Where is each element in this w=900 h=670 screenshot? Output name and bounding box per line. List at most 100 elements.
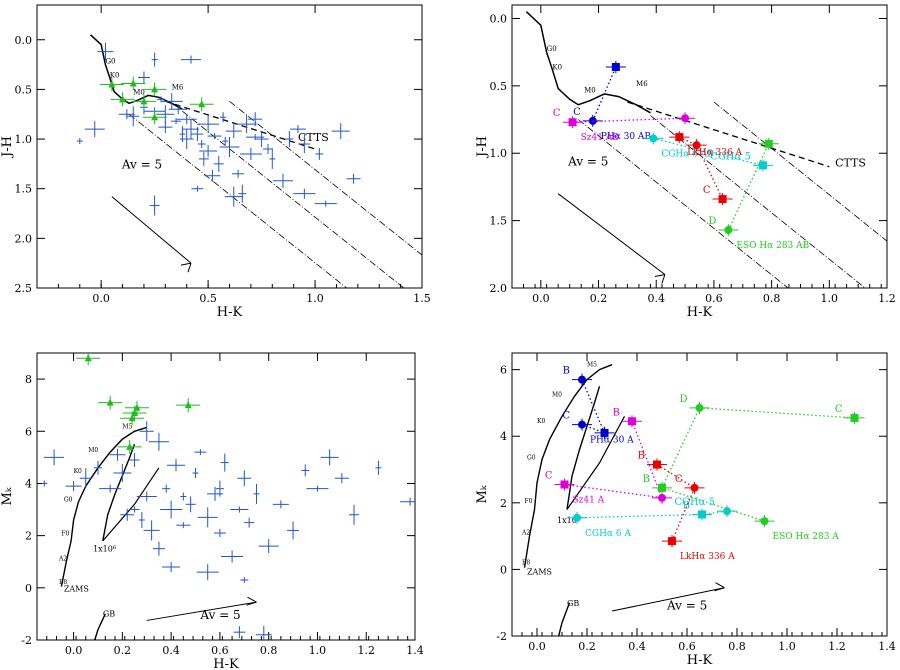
spectral-type-label: M0 [133,88,145,96]
component-point [695,403,704,412]
y-axis-label: Mₖ [0,486,15,505]
x-tick-label: 1.0 [306,292,324,305]
av-arrow-head [180,262,192,273]
ctts-locus-line [165,100,316,150]
isochrone-branch [566,416,626,510]
x-tick-label: 1.4 [878,640,896,653]
component-point [611,62,620,71]
spectral-type-label: B8 [59,579,67,586]
y-tick-label: 6 [500,364,507,377]
y-tick-label: 0.5 [15,83,33,96]
spectral-type-label: M6 [172,83,184,91]
binary-name-label: PHα 30 A [590,436,634,446]
data-point [133,403,141,411]
y-tick-label: -2 [496,630,507,643]
giant-branch-curve [557,602,571,636]
component-point [649,134,658,143]
data-layer [41,353,415,640]
x-tick-label: 1.5 [413,292,431,305]
binary-connector [572,117,686,123]
y-tick-label: 4 [25,477,32,490]
x-tick-label: 0.6 [211,644,229,657]
x-tick-label: 0.8 [260,644,278,657]
spectral-type-label: K0 [552,64,562,72]
data-point [140,97,148,105]
y-tick-label: 1.5 [15,183,33,196]
component-label: B [613,407,620,418]
reddening-band-line [713,101,887,242]
data-layer [76,42,361,216]
isochrone-curve [566,386,601,510]
av-arrow-head [714,582,725,592]
spectral-type-label: M5 [122,424,132,431]
spectral-type-label: F0 [61,531,69,538]
model-curves [525,11,887,288]
component-label: C [573,107,581,118]
y-axis-label: Mₖ [475,484,490,503]
component-label: C [703,185,711,196]
x-tick-label: 1.2 [828,640,846,653]
zams-label: ZAMS [64,585,89,594]
component-point [578,375,586,384]
binary-name-label: Sz41 AB [581,133,620,143]
x-tick-label: 0.2 [578,640,596,653]
y-tick-label: 1.5 [490,215,508,228]
component-label: CGHα 5 [710,151,751,162]
av-arrow [146,601,257,621]
spectral-type-label: M5 [587,361,597,368]
component-label: C [562,411,570,422]
x-tick-label: 0.0 [92,292,110,305]
binary-name-label: LkHα 336 A [680,552,735,562]
y-tick-label: 0.0 [490,12,508,25]
component-point [560,480,569,489]
y-tick-label: 1.0 [15,133,33,146]
component-point [600,428,609,437]
av-label: Av = 5 [121,158,162,172]
x-tick-label: 0.8 [728,640,746,653]
x-tick-label: 0.6 [705,292,723,305]
binary-name-label: CGHα 6 A [585,529,631,539]
isochrone-label: 1x10⁶ [557,516,580,525]
spectral-type-label: G0 [547,45,557,53]
reddening-band-line [182,110,405,288]
data-point [84,354,92,362]
component-point [658,483,666,492]
x-tick-label: 0.2 [590,292,608,305]
binary-name-label: CGHα 6 AB [661,149,714,159]
plot-frame [511,4,888,289]
data-point [184,401,192,409]
y-tick-label: 4 [500,430,507,443]
binary-connector [564,421,664,499]
binary-name-label: LkHα 336 A [687,148,742,158]
spectral-type-label: B8 [522,559,530,566]
component-point [628,417,636,426]
spectral-type-label: K0 [537,418,545,425]
x-tick-label: 0.0 [532,292,550,305]
x-tick-label: 1.0 [778,640,796,653]
av-arrow [111,196,192,264]
reddening-band-line [128,113,348,288]
component-point [578,420,586,429]
component-point [764,139,773,148]
x-tick-label: 1.2 [357,644,375,657]
component-label: CGHα 5 [674,497,715,508]
spectral-type-label: G0 [105,58,115,66]
data-point [128,414,136,422]
x-axis-label: H-K [687,305,713,320]
component-point [568,118,577,127]
x-axis-label: H-K [217,305,243,320]
data-point [198,100,206,108]
y-tick-label: 8 [25,373,32,386]
component-label: C [545,471,553,482]
component-point [724,226,733,235]
spectral-type-label: A2 [58,555,67,562]
component-point [668,537,676,546]
y-tick-label: 0 [500,563,507,576]
component-point [718,195,727,204]
component-point [573,513,581,522]
component-point [760,517,769,526]
zams-label: ZAMS [527,567,552,576]
y-tick-label: 2 [500,497,507,510]
y-tick-label: 2 [25,530,32,543]
